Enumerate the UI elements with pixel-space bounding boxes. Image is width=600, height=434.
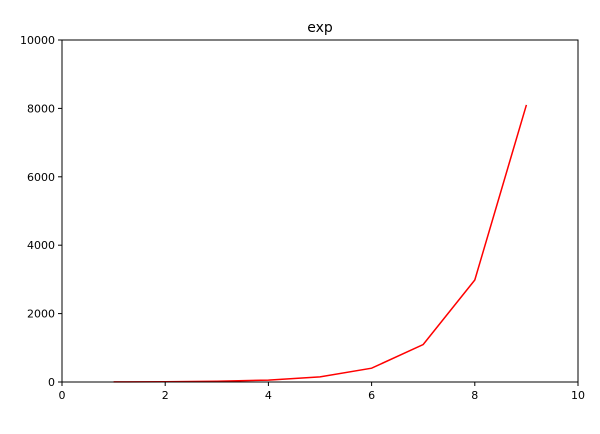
y-axis: 0 2000 4000 6000 8000 10000 bbox=[20, 34, 62, 389]
x-tick-label: 10 bbox=[571, 389, 585, 402]
y-tick-label: 8000 bbox=[27, 102, 55, 115]
x-tick-label: 2 bbox=[162, 389, 169, 402]
x-axis: 0 2 4 6 8 10 bbox=[59, 382, 586, 402]
x-tick-label: 0 bbox=[59, 389, 66, 402]
plot-frame bbox=[62, 40, 578, 382]
y-tick-label: 10000 bbox=[20, 34, 55, 47]
series-line bbox=[114, 105, 527, 382]
x-tick-label: 6 bbox=[368, 389, 375, 402]
chart-title: exp bbox=[307, 20, 333, 36]
x-tick-label: 4 bbox=[265, 389, 272, 402]
y-tick-label: 0 bbox=[48, 376, 55, 389]
y-tick-label: 2000 bbox=[27, 308, 55, 321]
y-tick-label: 4000 bbox=[27, 239, 55, 252]
x-tick-label: 8 bbox=[471, 389, 478, 402]
y-tick-label: 6000 bbox=[27, 171, 55, 184]
series-layer bbox=[114, 105, 527, 382]
